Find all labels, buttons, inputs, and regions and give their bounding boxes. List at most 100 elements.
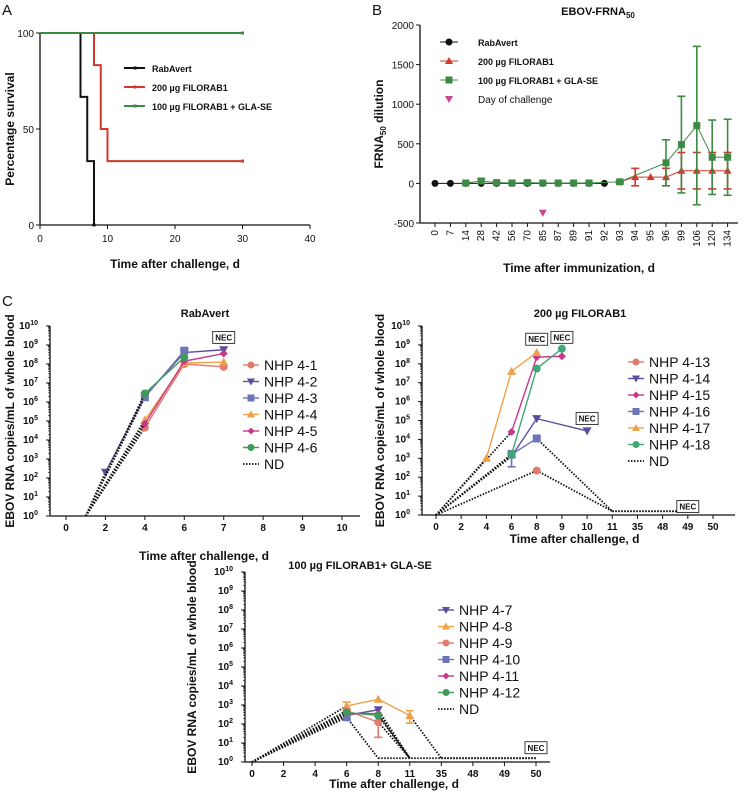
data-point [219, 357, 229, 366]
data-point [532, 347, 542, 356]
y-tick-label: -500 [394, 219, 414, 230]
y-tick-exponent: 5 [34, 415, 38, 422]
x-tick-label: 49 [682, 522, 694, 533]
y-tick-exponent: 3 [406, 452, 410, 459]
legend-marker [247, 444, 255, 451]
x-tick-label: 9 [300, 523, 306, 534]
legend-label: NHP 4-14 [649, 371, 710, 387]
y-tick-exponent: 0 [229, 756, 233, 763]
data-point [600, 179, 608, 187]
legend-marker [442, 656, 450, 663]
y-tick-label: 108 [23, 358, 38, 370]
data-point [507, 427, 516, 436]
legend-marker [632, 408, 640, 415]
x-tick-label: 10 [582, 522, 594, 533]
data-point [532, 466, 541, 475]
series-line-5 [346, 711, 379, 717]
survival-line-1 [40, 32, 243, 163]
y-tick-label: 102 [218, 718, 233, 730]
legend-label-nd: ND [459, 701, 479, 717]
nec-label: NEC [579, 415, 596, 424]
data-point [180, 346, 189, 355]
y-tick-label: 103 [218, 699, 233, 711]
y-tick-label: 100 [395, 509, 410, 521]
legend-label: NHP 4-13 [649, 354, 710, 370]
series-line-0 [346, 709, 379, 717]
y-tick-label: 101 [395, 490, 410, 502]
y-tick-exponent: 9 [34, 339, 38, 346]
panel-label: A [2, 2, 12, 19]
data-point [405, 710, 415, 719]
nd-line [377, 713, 411, 759]
series-line-5 [144, 356, 185, 394]
y-axis-title-subscript: 50 [379, 126, 388, 135]
y-tick-label: 100 [218, 756, 233, 768]
y-tick-exponent: 1 [34, 491, 38, 498]
legend-label: RabAvert [152, 64, 192, 74]
legend-label: NHP 4-6 [264, 440, 318, 456]
nd-line [251, 711, 348, 763]
data-point [532, 415, 542, 424]
nec-label: NEC [679, 502, 696, 511]
x-tick-label: 4 [142, 523, 148, 534]
data-point [140, 389, 149, 398]
legend-marker [632, 391, 640, 399]
data-point [446, 179, 454, 187]
y-tick-exponent: 10 [402, 320, 410, 327]
y-tick-label: 50 [23, 125, 35, 136]
legend-label: NHP 4-2 [264, 374, 318, 390]
legend-marker [442, 607, 450, 614]
data-point [724, 153, 732, 161]
x-tick-label: 2 [458, 522, 464, 533]
data-point [693, 122, 701, 130]
x-tick-label: 11 [404, 769, 415, 780]
x-tick-label: 87 [553, 230, 564, 242]
legend-label: 200 µg FILORAB1 [478, 57, 554, 67]
y-tick-label: 106 [218, 642, 233, 654]
data-point [582, 427, 592, 436]
y-tick-exponent: 7 [406, 377, 410, 384]
y-tick-label: 103 [395, 452, 410, 464]
legend-marker [445, 76, 453, 84]
y-tick-exponent: 2 [406, 471, 410, 478]
legend-label: NHP 4-3 [264, 390, 318, 406]
data-point [585, 179, 593, 187]
y-tick-exponent: 6 [34, 396, 38, 403]
survival-end-point [241, 31, 244, 35]
legend-label: Day of challenge [478, 95, 553, 106]
y-tick-label: 108 [218, 604, 233, 616]
y-axis-title: FRNA50 dilution [372, 80, 388, 169]
x-tick-label: 8 [375, 769, 381, 780]
legend-marker [632, 424, 640, 431]
y-tick-label: 107 [23, 377, 38, 389]
x-tick-label: 40 [304, 234, 316, 245]
data-point [493, 179, 501, 187]
panel-label: B [372, 2, 382, 19]
y-tick-exponent: 8 [229, 604, 233, 611]
legend-marker [247, 427, 255, 435]
legend-label: NHP 4-4 [264, 407, 318, 423]
legend-label: NHP 4-9 [459, 635, 513, 651]
y-tick-label: 1000 [392, 100, 415, 111]
x-tick-label: 94 [630, 230, 641, 242]
y-tick-exponent: 3 [34, 453, 38, 460]
legend-label: NHP 4-5 [264, 423, 318, 439]
y-tick-exponent: 2 [34, 472, 38, 479]
nd-line [435, 469, 538, 516]
nd-line [435, 431, 513, 516]
y-tick-label: 104 [23, 434, 38, 446]
y-tick-label: 102 [23, 472, 38, 484]
nec-box [550, 330, 574, 344]
legend-label: 100 µg FILORAB1 + GLA-SE [478, 76, 598, 86]
legend-label: NHP 4-16 [649, 404, 710, 420]
y-tick-exponent: 10 [225, 566, 233, 573]
y-tick-label: 100 [17, 29, 34, 40]
x-tick-label: 56 [507, 230, 518, 242]
legend-label: NHP 4-1 [264, 357, 318, 373]
x-tick-label: 28 [476, 230, 487, 242]
nec-label: NEC [553, 333, 570, 342]
x-tick-label: 20 [169, 234, 181, 245]
y-tick-label: 103 [23, 453, 38, 465]
data-point [677, 141, 685, 149]
y-tick-label: 102 [395, 471, 410, 483]
